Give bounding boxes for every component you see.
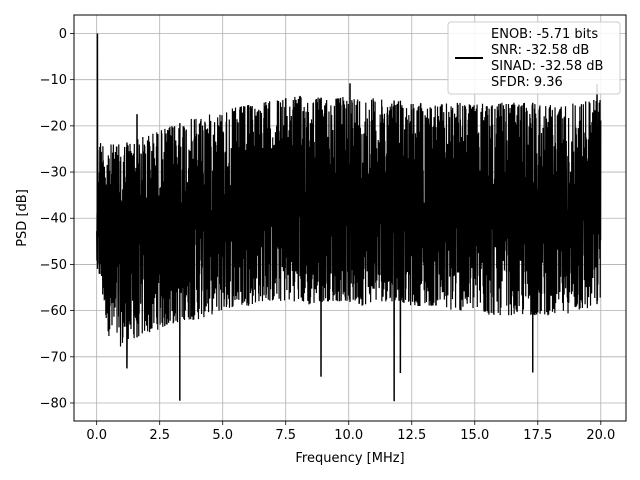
legend-entry-snr: SNR: -32.58 dB bbox=[491, 43, 589, 58]
x-tick-label: 5.0 bbox=[212, 428, 233, 443]
legend-entry-sinad: SINAD: -32.58 dB bbox=[491, 59, 603, 74]
y-tick-label: −80 bbox=[40, 396, 67, 411]
x-tick-label: 0.0 bbox=[86, 428, 107, 443]
y-tick-label: −30 bbox=[40, 166, 67, 181]
x-tick-label: 20.0 bbox=[586, 428, 615, 443]
x-tick-label: 2.5 bbox=[149, 428, 170, 443]
y-tick-label: 0 bbox=[59, 27, 67, 42]
psd-line bbox=[96, 33, 602, 402]
y-axis-title: PSD [dB] bbox=[15, 189, 30, 247]
y-tick-label: −60 bbox=[40, 304, 67, 319]
legend-entry-enob: ENOB: -5.71 bits bbox=[491, 27, 598, 42]
legend-box bbox=[447, 21, 621, 95]
x-tick-label: 12.5 bbox=[397, 428, 426, 443]
psd-series bbox=[96, 33, 602, 402]
y-tick-label: −20 bbox=[40, 119, 67, 134]
x-axis-title: Frequency [MHz] bbox=[295, 451, 404, 466]
x-tick-label: 17.5 bbox=[523, 428, 552, 443]
x-tick-label: 15.0 bbox=[460, 428, 489, 443]
y-tick-label: −10 bbox=[40, 73, 67, 88]
y-tick-label: −40 bbox=[40, 212, 67, 227]
legend: ENOB: -5.71 bits SNR: -32.58 dB SINAD: -… bbox=[447, 21, 621, 95]
legend-entry-sfdr: SFDR: 9.36 bbox=[491, 75, 563, 90]
y-tick-label: −70 bbox=[40, 350, 67, 365]
x-tick-label: 10.0 bbox=[334, 428, 363, 443]
x-tick-label: 7.5 bbox=[275, 428, 296, 443]
axis-ticks: 0.0 2.5 5.0 7.5 10.0 12.5 15.0 17.5 20.0 0 −10 −20 −… bbox=[40, 27, 616, 443]
y-tick-label: −50 bbox=[40, 258, 67, 273]
